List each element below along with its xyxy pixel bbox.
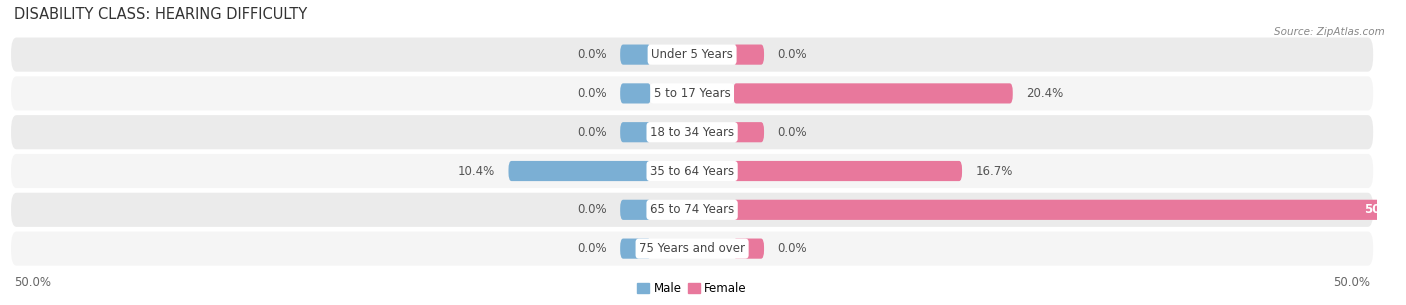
Text: 50.0%: 50.0%	[1333, 276, 1371, 289]
Text: DISABILITY CLASS: HEARING DIFFICULTY: DISABILITY CLASS: HEARING DIFFICULTY	[14, 7, 307, 22]
Text: 20.4%: 20.4%	[1026, 87, 1064, 100]
FancyBboxPatch shape	[733, 161, 962, 181]
FancyBboxPatch shape	[733, 239, 763, 259]
FancyBboxPatch shape	[620, 200, 651, 220]
Text: 35 to 64 Years: 35 to 64 Years	[650, 164, 734, 178]
FancyBboxPatch shape	[11, 193, 1374, 227]
FancyBboxPatch shape	[733, 200, 1406, 220]
FancyBboxPatch shape	[620, 45, 651, 65]
FancyBboxPatch shape	[11, 231, 1374, 266]
Text: 0.0%: 0.0%	[778, 242, 807, 255]
FancyBboxPatch shape	[620, 122, 651, 142]
Text: 5 to 17 Years: 5 to 17 Years	[654, 87, 731, 100]
Text: 75 Years and over: 75 Years and over	[640, 242, 745, 255]
Text: 10.4%: 10.4%	[457, 164, 495, 178]
FancyBboxPatch shape	[11, 76, 1374, 110]
FancyBboxPatch shape	[620, 83, 651, 103]
FancyBboxPatch shape	[11, 38, 1374, 72]
Text: 0.0%: 0.0%	[778, 48, 807, 61]
FancyBboxPatch shape	[733, 83, 1012, 103]
Text: Under 5 Years: Under 5 Years	[651, 48, 733, 61]
Text: 0.0%: 0.0%	[576, 242, 606, 255]
Text: 0.0%: 0.0%	[576, 126, 606, 139]
Legend: Male, Female: Male, Female	[633, 277, 752, 300]
Text: 50.0%: 50.0%	[1364, 203, 1405, 216]
FancyBboxPatch shape	[11, 115, 1374, 149]
Text: 0.0%: 0.0%	[576, 87, 606, 100]
FancyBboxPatch shape	[733, 45, 763, 65]
Text: 18 to 34 Years: 18 to 34 Years	[650, 126, 734, 139]
Text: 16.7%: 16.7%	[976, 164, 1014, 178]
Text: 0.0%: 0.0%	[576, 203, 606, 216]
Text: Source: ZipAtlas.com: Source: ZipAtlas.com	[1274, 27, 1385, 38]
FancyBboxPatch shape	[733, 122, 763, 142]
Text: 0.0%: 0.0%	[576, 48, 606, 61]
Text: 65 to 74 Years: 65 to 74 Years	[650, 203, 734, 216]
FancyBboxPatch shape	[11, 154, 1374, 188]
Text: 0.0%: 0.0%	[778, 126, 807, 139]
FancyBboxPatch shape	[620, 239, 651, 259]
FancyBboxPatch shape	[509, 161, 651, 181]
Text: 50.0%: 50.0%	[14, 276, 51, 289]
